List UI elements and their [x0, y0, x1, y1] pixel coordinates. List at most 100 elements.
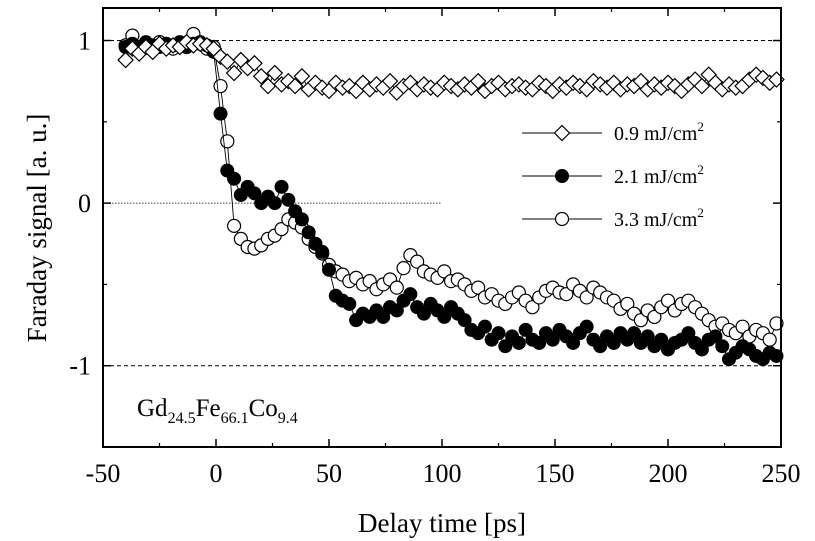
- x-tick-label: 50: [316, 459, 342, 488]
- data-point: [389, 280, 404, 295]
- data-point: [693, 77, 711, 95]
- data-point: [416, 306, 431, 321]
- y-tick-label: -1: [69, 352, 91, 381]
- data-point: [246, 54, 263, 72]
- data-point: [293, 67, 311, 85]
- data-point: [327, 74, 345, 92]
- y-axis-title: Faraday signal [a. u.]: [22, 114, 52, 343]
- legend-entry-1: 2.1 mJ/cm2: [522, 162, 704, 188]
- data-point: [315, 244, 330, 259]
- data-point: [491, 326, 506, 341]
- data-point: [715, 339, 730, 354]
- data-point: [151, 35, 168, 53]
- data-point: [227, 171, 242, 186]
- data-point: [579, 319, 594, 334]
- legend-marker: [554, 211, 570, 227]
- x-tick-label: 100: [423, 459, 462, 488]
- data-point: [694, 342, 709, 357]
- y-tick-label: 1: [78, 27, 91, 56]
- series-0: [117, 33, 785, 101]
- data-point: [294, 212, 309, 227]
- data-point: [559, 287, 574, 302]
- data-point: [220, 134, 235, 149]
- data-point: [218, 53, 236, 71]
- sub-fe: 66.1: [221, 410, 249, 427]
- data-point: [252, 67, 270, 85]
- x-tick-label: -50: [86, 459, 121, 488]
- data-point: [279, 72, 297, 90]
- data-point: [518, 322, 533, 337]
- x-tick-label: 0: [210, 459, 223, 488]
- data-point: [640, 329, 655, 344]
- x-axis-title: Delay time [ps]: [358, 508, 526, 538]
- data-point: [342, 296, 357, 311]
- data-point: [593, 339, 608, 354]
- data-point: [498, 339, 513, 354]
- data-point: [660, 293, 676, 308]
- legend-label: 3.3 mJ/cm2: [614, 205, 704, 231]
- data-point: [281, 192, 296, 207]
- legend-entry-0: 0.9 mJ/cm2: [522, 119, 704, 145]
- data-point: [681, 326, 696, 341]
- data-point: [627, 326, 642, 341]
- data-point: [769, 348, 784, 363]
- data-point: [525, 300, 540, 315]
- data-point: [307, 74, 324, 92]
- data-point: [396, 261, 411, 276]
- data-point: [477, 319, 492, 334]
- data-point: [647, 309, 662, 325]
- element-co: Co: [249, 395, 278, 422]
- data-point: [286, 77, 304, 95]
- data-point: [606, 335, 621, 350]
- sub-co: 9.4: [278, 410, 298, 427]
- data-series: [117, 26, 785, 367]
- data-point: [735, 319, 750, 334]
- data-point: [654, 332, 669, 347]
- data-point: [247, 186, 262, 201]
- data-point: [566, 335, 581, 350]
- data-point: [266, 64, 284, 82]
- data-point: [762, 332, 777, 347]
- data-point: [381, 72, 399, 90]
- data-point: [301, 225, 316, 240]
- legend-label: 0.9 mJ/cm2: [614, 119, 704, 145]
- legend-entry-2: 3.3 mJ/cm2: [522, 205, 704, 231]
- data-point: [389, 303, 404, 318]
- data-point: [579, 290, 594, 305]
- sub-gd: 24.5: [168, 410, 196, 427]
- data-point: [376, 309, 391, 324]
- data-point: [532, 335, 547, 350]
- x-tick-label: 200: [649, 459, 688, 488]
- data-point: [708, 329, 723, 344]
- legend-label: 2.1 mJ/cm2: [614, 162, 704, 188]
- data-point: [213, 78, 228, 94]
- legend-marker: [553, 124, 571, 142]
- data-point: [469, 72, 487, 90]
- y-tick-label: 0: [78, 189, 91, 218]
- legend-marker: [555, 169, 569, 183]
- legend: 0.9 mJ/cm2 2.1 mJ/cm2 3.3 mJ/cm2: [522, 119, 704, 231]
- x-tick-label: 150: [536, 459, 575, 488]
- data-point: [274, 179, 289, 194]
- data-point: [213, 106, 228, 121]
- data-point: [403, 287, 418, 302]
- tick-labels: -50 0 50 100 150 200 250 -1 0 1: [69, 27, 800, 488]
- sample-composition-label: Gd24.5Fe66.1Co9.4: [137, 395, 298, 427]
- data-point: [437, 309, 452, 324]
- data-point: [212, 48, 229, 66]
- x-tick-label: 250: [762, 459, 801, 488]
- data-point: [267, 196, 282, 211]
- data-point: [259, 77, 277, 95]
- data-point: [545, 332, 560, 347]
- data-point: [511, 335, 526, 350]
- data-point: [471, 280, 486, 295]
- data-point: [633, 313, 648, 328]
- data-point: [620, 296, 635, 312]
- data-point: [226, 218, 242, 233]
- data-point: [322, 262, 336, 277]
- data-point: [457, 313, 472, 328]
- element-fe: Fe: [196, 395, 221, 422]
- data-point: [274, 222, 289, 237]
- axis-ticks: [102, 8, 782, 448]
